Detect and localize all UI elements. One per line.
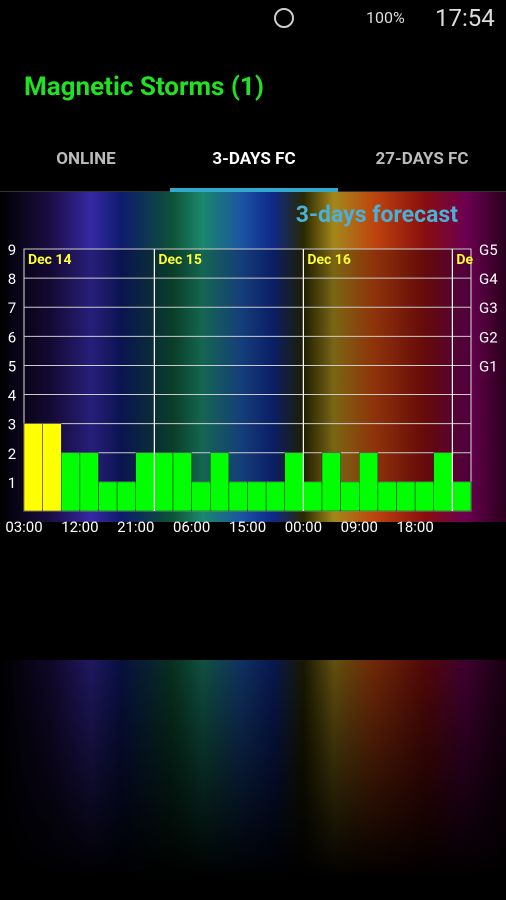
- bar: [42, 423, 62, 512]
- bar: [23, 423, 43, 512]
- y-tick-label: 7: [8, 299, 16, 317]
- x-tick-label: 09:00: [341, 518, 378, 536]
- y-tick-label: 5: [8, 357, 16, 375]
- day-label: Dec 14: [28, 252, 72, 268]
- bar: [265, 481, 285, 512]
- bar: [414, 481, 434, 512]
- chart: 3-days forecast 1 2 3 4 5 6 7 8 9 G1 G2 G3 G4 G5 03:00…: [5, 201, 498, 536]
- y-tick-label: 3: [8, 416, 16, 434]
- app-title: Magnetic Storms (1): [24, 72, 264, 102]
- bar: [135, 452, 155, 512]
- bar: [340, 481, 360, 512]
- y2-tick-label: G3: [479, 299, 498, 317]
- bar: [172, 452, 192, 512]
- bar: [359, 452, 379, 512]
- bar: [98, 481, 118, 512]
- x-tick-label: 00:00: [285, 518, 322, 536]
- alarm-icon: [274, 8, 294, 28]
- bar: [452, 481, 472, 512]
- y-tick-label: 9: [8, 241, 16, 259]
- bar: [284, 452, 304, 512]
- bar: [396, 481, 416, 512]
- y-tick-label: 6: [8, 328, 16, 346]
- x-tick-label: 15:00: [229, 518, 266, 536]
- battery: 100%: [366, 8, 405, 27]
- tab[interactable]: 3-DAYS FC: [212, 149, 296, 169]
- y2-tick-label: G4: [479, 270, 498, 288]
- tab[interactable]: ONLINE: [56, 149, 116, 169]
- bar: [228, 481, 248, 512]
- x-tick-label: 03:00: [5, 518, 42, 536]
- y2-tick-label: G1: [479, 357, 498, 375]
- y-tick-label: 4: [8, 387, 17, 405]
- bar: [303, 481, 323, 512]
- bar: [61, 452, 81, 512]
- background-reflection: [0, 660, 506, 880]
- day-label: Dec 16: [307, 252, 351, 268]
- y-tick-label: 1: [8, 474, 16, 492]
- status-bar: 100% 17:54: [0, 0, 506, 38]
- y-tick-label: 8: [8, 270, 16, 288]
- x-tick-label: 12:00: [61, 518, 98, 536]
- clock: 17:54: [435, 4, 495, 32]
- y2-tick-label: G5: [479, 241, 498, 259]
- chart-title: 3-days forecast: [296, 201, 458, 228]
- bar: [210, 452, 230, 512]
- y-tick-label: 2: [8, 445, 16, 463]
- day-label: Dec 15: [158, 252, 202, 268]
- x-tick-label: 18:00: [396, 518, 433, 536]
- bar: [116, 481, 136, 512]
- bar: [321, 452, 341, 512]
- tab-indicator: [170, 188, 338, 192]
- bar: [191, 481, 211, 512]
- x-tick-label: 21:00: [117, 518, 154, 536]
- day-label: De: [456, 252, 473, 268]
- bar: [433, 452, 453, 512]
- y2-tick-label: G2: [479, 328, 498, 346]
- bar: [154, 452, 174, 512]
- bar: [247, 481, 267, 512]
- tab[interactable]: 27-DAYS FC: [375, 149, 469, 169]
- x-tick-label: 06:00: [173, 518, 210, 536]
- bar: [79, 452, 99, 512]
- bar: [377, 481, 397, 512]
